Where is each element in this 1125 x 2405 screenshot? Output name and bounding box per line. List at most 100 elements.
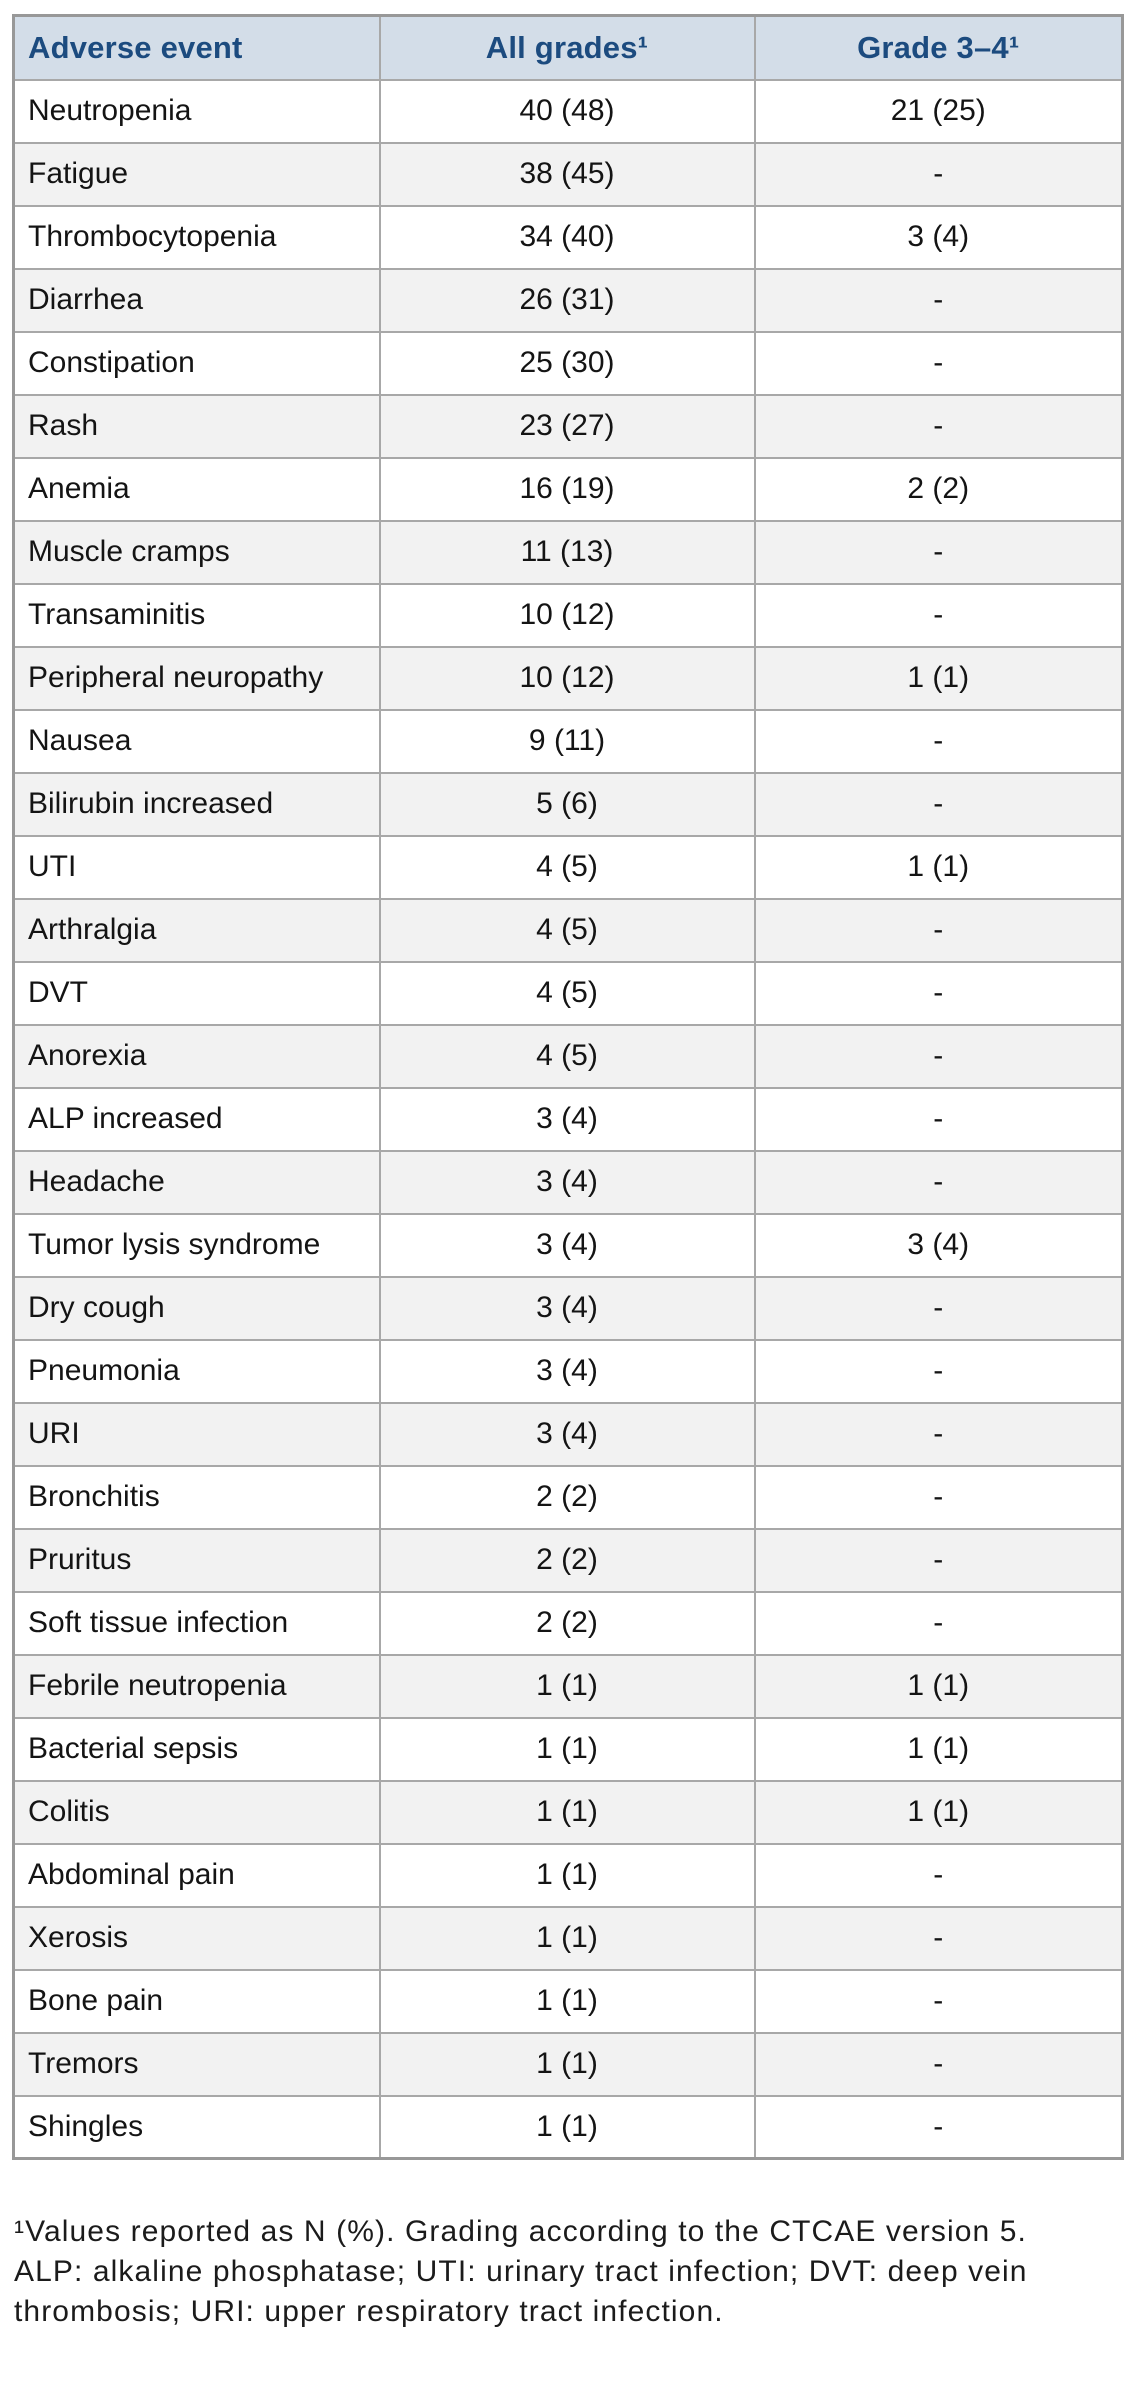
cell-grade-3-4: - bbox=[753, 771, 1124, 837]
cell-grade-3-4: - bbox=[753, 1401, 1124, 1467]
cell-all-grades: 3 (4) bbox=[378, 1086, 756, 1152]
table-row: Rash 23 (27) - bbox=[12, 393, 1124, 459]
table-row: Bronchitis 2 (2) - bbox=[12, 1464, 1124, 1530]
cell-adverse-event: Diarrhea bbox=[12, 267, 381, 333]
cell-grade-3-4: - bbox=[753, 2031, 1124, 2097]
cell-grade-3-4: 1 (1) bbox=[753, 1653, 1124, 1719]
table-row: Febrile neutropenia 1 (1) 1 (1) bbox=[12, 1653, 1124, 1719]
cell-all-grades: 3 (4) bbox=[378, 1275, 756, 1341]
cell-adverse-event: Nausea bbox=[12, 708, 381, 774]
header-row: Adverse event All grades¹ Grade 3–4¹ bbox=[12, 14, 1124, 81]
footnote-line: thrombosis; URI: upper respiratory tract… bbox=[14, 2295, 724, 2328]
cell-all-grades: 26 (31) bbox=[378, 267, 756, 333]
cell-adverse-event: Xerosis bbox=[12, 1905, 381, 1971]
header-adverse-event: Adverse event bbox=[12, 14, 381, 81]
cell-all-grades: 1 (1) bbox=[378, 1842, 756, 1908]
cell-grade-3-4: 2 (2) bbox=[753, 456, 1124, 522]
cell-adverse-event: DVT bbox=[12, 960, 381, 1026]
table-row: Neutropenia 40 (48) 21 (25) bbox=[12, 78, 1124, 144]
cell-adverse-event: Shingles bbox=[12, 2094, 381, 2160]
cell-grade-3-4: - bbox=[753, 1905, 1124, 1971]
cell-all-grades: 3 (4) bbox=[378, 1212, 756, 1278]
cell-grade-3-4: - bbox=[753, 1842, 1124, 1908]
cell-adverse-event: Anemia bbox=[12, 456, 381, 522]
cell-grade-3-4: - bbox=[753, 519, 1124, 585]
header-grade-3-4: Grade 3–4¹ bbox=[753, 14, 1124, 81]
cell-all-grades: 25 (30) bbox=[378, 330, 756, 396]
cell-grade-3-4: - bbox=[753, 1149, 1124, 1215]
cell-grade-3-4: - bbox=[753, 1464, 1124, 1530]
table-row: Diarrhea 26 (31) - bbox=[12, 267, 1124, 333]
footnote-line: ALP: alkaline phosphatase; UTI: urinary … bbox=[14, 2255, 1028, 2288]
cell-adverse-event: Neutropenia bbox=[12, 78, 381, 144]
cell-all-grades: 1 (1) bbox=[378, 1905, 756, 1971]
table-row: Constipation 25 (30) - bbox=[12, 330, 1124, 396]
cell-all-grades: 10 (12) bbox=[378, 645, 756, 711]
cell-grade-3-4: 1 (1) bbox=[753, 1779, 1124, 1845]
cell-adverse-event: Transaminitis bbox=[12, 582, 381, 648]
cell-grade-3-4: - bbox=[753, 1590, 1124, 1656]
cell-grade-3-4: - bbox=[753, 1527, 1124, 1593]
table-row: Bacterial sepsis 1 (1) 1 (1) bbox=[12, 1716, 1124, 1782]
cell-all-grades: 1 (1) bbox=[378, 1653, 756, 1719]
cell-adverse-event: UTI bbox=[12, 834, 381, 900]
cell-all-grades: 40 (48) bbox=[378, 78, 756, 144]
cell-adverse-event: Headache bbox=[12, 1149, 381, 1215]
cell-adverse-event: ALP increased bbox=[12, 1086, 381, 1152]
footnote-line: ¹Values reported as N (%). Grading accor… bbox=[14, 2215, 1027, 2248]
table-row: UTI 4 (5) 1 (1) bbox=[12, 834, 1124, 900]
cell-all-grades: 2 (2) bbox=[378, 1464, 756, 1530]
table-row: Tremors 1 (1) - bbox=[12, 2031, 1124, 2097]
footnote: ¹Values reported as N (%). Grading accor… bbox=[14, 2212, 1117, 2332]
cell-grade-3-4: - bbox=[753, 1968, 1124, 2034]
table-row: Shingles 1 (1) - bbox=[12, 2094, 1124, 2160]
cell-all-grades: 4 (5) bbox=[378, 960, 756, 1026]
cell-all-grades: 2 (2) bbox=[378, 1590, 756, 1656]
cell-grade-3-4: 3 (4) bbox=[753, 204, 1124, 270]
cell-adverse-event: Tumor lysis syndrome bbox=[12, 1212, 381, 1278]
cell-grade-3-4: - bbox=[753, 1338, 1124, 1404]
cell-adverse-event: Bacterial sepsis bbox=[12, 1716, 381, 1782]
table-row: ALP increased 3 (4) - bbox=[12, 1086, 1124, 1152]
table-row: Pruritus 2 (2) - bbox=[12, 1527, 1124, 1593]
cell-adverse-event: Peripheral neuropathy bbox=[12, 645, 381, 711]
table-row: Anemia 16 (19) 2 (2) bbox=[12, 456, 1124, 522]
table-row: Muscle cramps 11 (13) - bbox=[12, 519, 1124, 585]
cell-all-grades: 16 (19) bbox=[378, 456, 756, 522]
cell-adverse-event: Rash bbox=[12, 393, 381, 459]
cell-all-grades: 1 (1) bbox=[378, 2031, 756, 2097]
cell-adverse-event: Tremors bbox=[12, 2031, 381, 2097]
table-row: Anorexia 4 (5) - bbox=[12, 1023, 1124, 1089]
cell-grade-3-4: - bbox=[753, 960, 1124, 1026]
cell-adverse-event: Colitis bbox=[12, 1779, 381, 1845]
cell-all-grades: 10 (12) bbox=[378, 582, 756, 648]
table-row: Peripheral neuropathy 10 (12) 1 (1) bbox=[12, 645, 1124, 711]
cell-adverse-event: Pneumonia bbox=[12, 1338, 381, 1404]
cell-grade-3-4: - bbox=[753, 141, 1124, 207]
cell-adverse-event: Constipation bbox=[12, 330, 381, 396]
cell-adverse-event: Anorexia bbox=[12, 1023, 381, 1089]
table-row: Arthralgia 4 (5) - bbox=[12, 897, 1124, 963]
table-row: DVT 4 (5) - bbox=[12, 960, 1124, 1026]
cell-adverse-event: URI bbox=[12, 1401, 381, 1467]
table-row: Colitis 1 (1) 1 (1) bbox=[12, 1779, 1124, 1845]
cell-grade-3-4: - bbox=[753, 393, 1124, 459]
table-row: Bilirubin increased 5 (6) - bbox=[12, 771, 1124, 837]
cell-grade-3-4: - bbox=[753, 330, 1124, 396]
cell-grade-3-4: 1 (1) bbox=[753, 645, 1124, 711]
cell-grade-3-4: 3 (4) bbox=[753, 1212, 1124, 1278]
cell-grade-3-4: 1 (1) bbox=[753, 834, 1124, 900]
table-row: Soft tissue infection 2 (2) - bbox=[12, 1590, 1124, 1656]
cell-all-grades: 1 (1) bbox=[378, 1716, 756, 1782]
cell-all-grades: 38 (45) bbox=[378, 141, 756, 207]
cell-grade-3-4: - bbox=[753, 267, 1124, 333]
cell-grade-3-4: - bbox=[753, 1086, 1124, 1152]
cell-adverse-event: Thrombocytopenia bbox=[12, 204, 381, 270]
header-all-grades: All grades¹ bbox=[378, 14, 756, 81]
cell-grade-3-4: 21 (25) bbox=[753, 78, 1124, 144]
table-row: Transaminitis 10 (12) - bbox=[12, 582, 1124, 648]
cell-all-grades: 11 (13) bbox=[378, 519, 756, 585]
cell-all-grades: 2 (2) bbox=[378, 1527, 756, 1593]
cell-adverse-event: Bone pain bbox=[12, 1968, 381, 2034]
